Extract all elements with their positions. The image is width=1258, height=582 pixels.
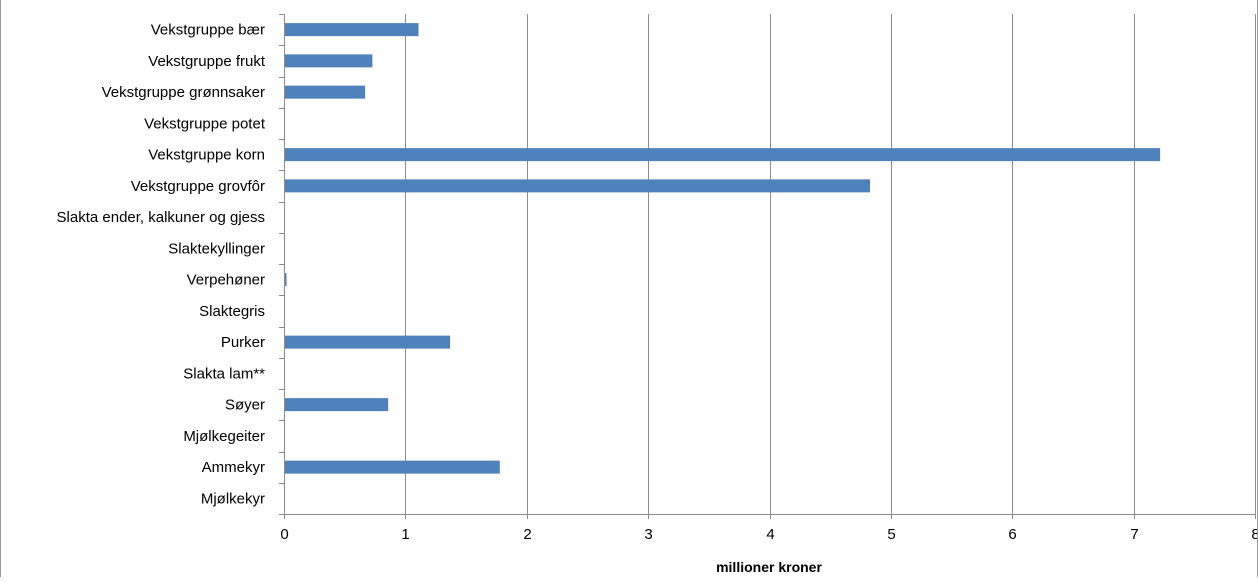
axes [279, 14, 1256, 519]
bar [285, 148, 1161, 162]
category-label: Purker [221, 334, 265, 351]
bar [285, 54, 373, 68]
x-tick-label: 1 [401, 526, 409, 543]
x-tick-label: 7 [1130, 526, 1138, 543]
gridlines [405, 14, 1256, 514]
category-label: Slaktekyllinger [168, 240, 265, 257]
x-tick-label: 0 [280, 526, 288, 543]
x-tick-label: 6 [1008, 526, 1016, 543]
category-label: Søyer [225, 397, 265, 414]
category-label: Vekstgruppe potet [144, 115, 266, 132]
category-label: Slaktegris [199, 303, 265, 320]
x-tick-label: 2 [523, 526, 531, 543]
bar [285, 23, 419, 37]
bars [285, 23, 1161, 474]
category-label: Mjølkegeiter [183, 428, 265, 445]
category-label: Verpehøner [187, 272, 265, 289]
x-tick-label: 5 [887, 526, 895, 543]
bar [285, 335, 451, 349]
bar [285, 85, 366, 99]
category-label: Slakta lam** [183, 365, 265, 382]
x-tick-label: 4 [766, 526, 774, 543]
category-label: Vekstgruppe korn [148, 147, 265, 164]
bar [285, 398, 389, 412]
labels: 0 1 2 3 4 5 6 7 8 Vekstgruppe bær Vekstgruppe fruk… [57, 22, 1258, 543]
bar [285, 179, 871, 193]
category-label: Vekstgruppe grovfôr [131, 178, 265, 195]
category-label: Vekstgruppe frukt [148, 53, 266, 70]
category-label: Mjølkekyr [201, 490, 265, 507]
category-label: Vekstgruppe bær [151, 22, 265, 39]
bar [285, 460, 500, 474]
category-label: Ammekyr [202, 459, 265, 476]
x-tick-label: 3 [644, 526, 652, 543]
category-label: Vekstgruppe grønnsaker [102, 84, 265, 101]
category-label: Slakta ender, kalkuner og gjess [57, 209, 265, 226]
x-tick-label: 8 [1251, 526, 1257, 543]
bar [285, 273, 287, 287]
x-axis-title: millioner kroner [716, 559, 822, 575]
